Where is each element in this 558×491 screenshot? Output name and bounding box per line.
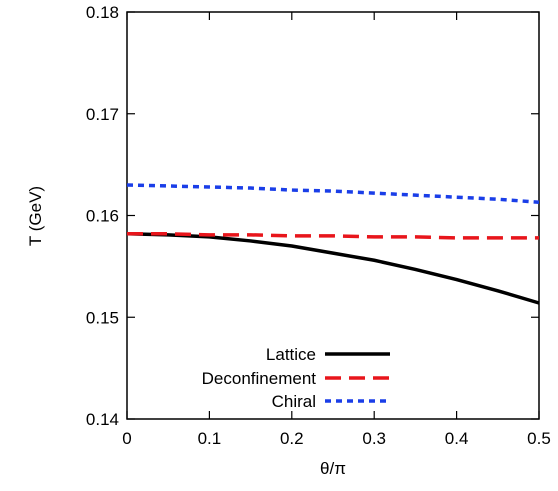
series-line-deconfinement	[127, 232, 539, 240]
legend-label-lattice: Lattice	[266, 345, 316, 364]
y-tick-label: 0.14	[86, 410, 119, 429]
plot-frame	[126, 11, 540, 420]
x-tick-label: 0.4	[445, 429, 469, 448]
x-axis-title: θ/π	[320, 459, 346, 478]
x-tick-label: 0.2	[280, 429, 304, 448]
y-axis-title: T (GeV)	[26, 186, 45, 246]
x-tick-label: 0.1	[198, 429, 222, 448]
y-tick-label: 0.15	[86, 308, 119, 327]
legend-label-chiral: Chiral	[272, 392, 316, 411]
x-tick-label: 0.3	[362, 429, 386, 448]
legend: Lattice Deconfinement Chiral	[202, 345, 390, 411]
x-tick-label: 0.5	[527, 429, 551, 448]
x-tick-label: 0	[122, 429, 131, 448]
series-line-chiral	[126, 183, 540, 205]
series-line-lattice	[126, 232, 540, 305]
legend-label-deconfinement: Deconfinement	[202, 369, 317, 388]
y-tick-label: 0.18	[86, 3, 119, 22]
y-tick-label: 0.17	[86, 105, 119, 124]
y-tick-label: 0.16	[86, 207, 119, 226]
